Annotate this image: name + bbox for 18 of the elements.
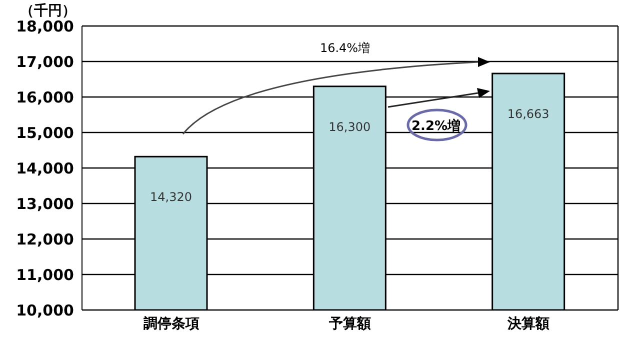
x-tick-label: 予算額 xyxy=(328,314,371,332)
y-tick-label: 18,000 xyxy=(16,17,74,36)
y-tick-label: 15,000 xyxy=(16,124,74,142)
data-label: 14,320 xyxy=(150,190,192,204)
y-axis-title: （千円） xyxy=(20,2,76,19)
annotation: 16.4%増 xyxy=(320,41,370,55)
data-label: 16,300 xyxy=(328,120,371,134)
y-tick-label: 13,000 xyxy=(16,194,74,213)
y-tick-label: 14,000 xyxy=(16,159,74,178)
y-tick-label: 11,000 xyxy=(16,266,74,284)
annotation: 2.2%増 xyxy=(411,118,461,134)
x-tick-label: 調停条項 xyxy=(143,314,200,332)
y-tick-label: 17,000 xyxy=(16,52,74,71)
y-tick-label: 10,000 xyxy=(16,301,74,320)
y-tick-label: 12,000 xyxy=(16,230,74,248)
y-tick-label: 16,000 xyxy=(16,88,74,106)
x-tick-label: 決算額 xyxy=(506,314,550,332)
data-label: 16,663 xyxy=(507,106,550,121)
